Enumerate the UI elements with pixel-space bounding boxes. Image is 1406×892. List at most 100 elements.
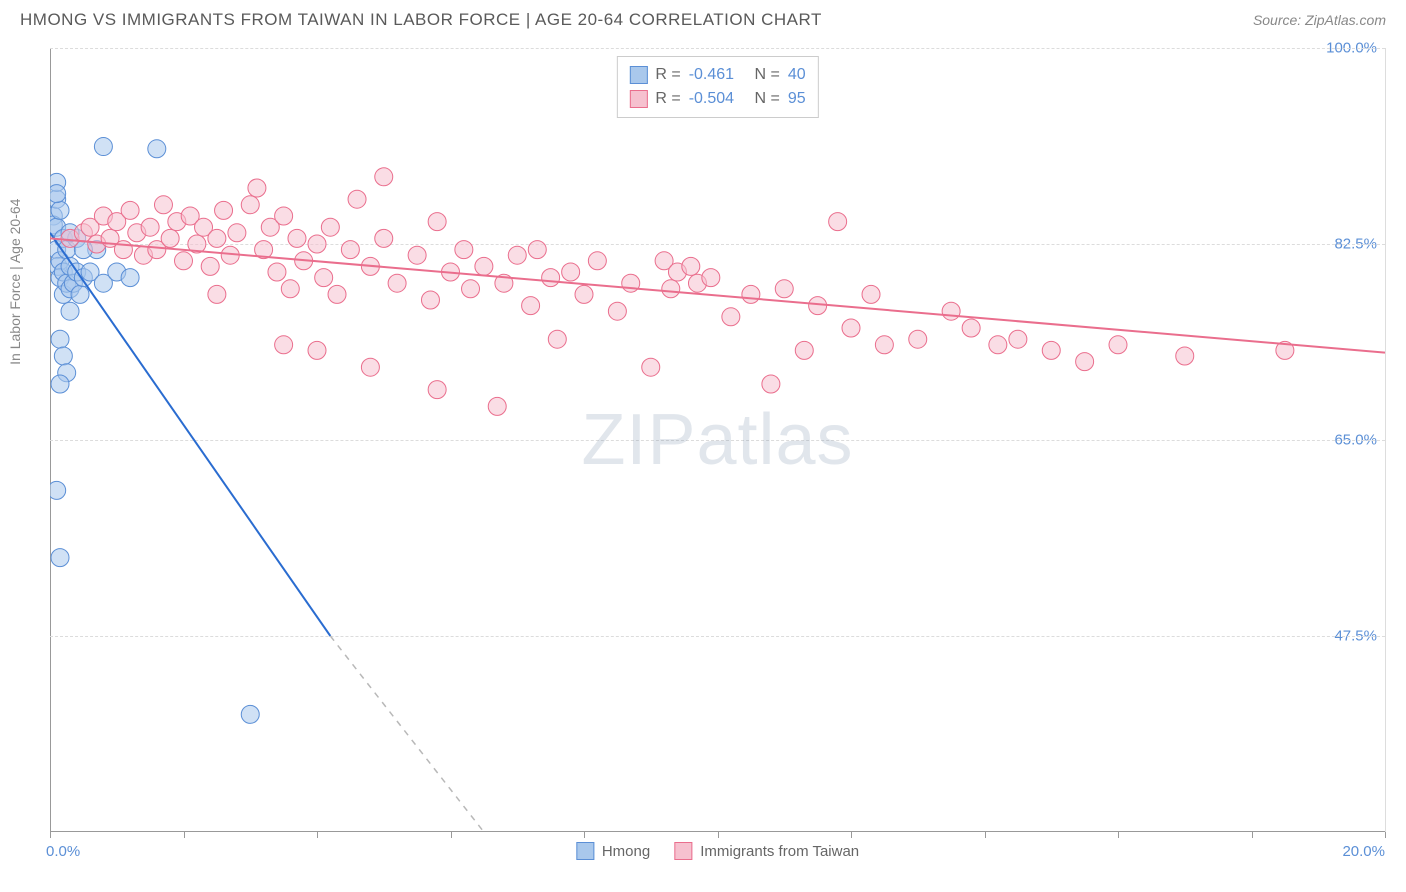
data-point-immigrants-from-taiwan xyxy=(428,213,446,231)
data-point-immigrants-from-taiwan xyxy=(215,201,233,219)
x-tick xyxy=(1385,832,1386,838)
data-point-immigrants-from-taiwan xyxy=(875,336,893,354)
data-point-immigrants-from-taiwan xyxy=(909,330,927,348)
chart-header: HMONG VS IMMIGRANTS FROM TAIWAN IN LABOR… xyxy=(0,0,1406,30)
data-point-immigrants-from-taiwan xyxy=(528,241,546,259)
data-point-hmong xyxy=(94,138,112,156)
scatter-plot xyxy=(50,48,1385,832)
data-point-immigrants-from-taiwan xyxy=(1076,353,1094,371)
swatch-taiwan xyxy=(629,90,647,108)
data-point-immigrants-from-taiwan xyxy=(161,229,179,247)
data-point-hmong xyxy=(71,285,89,303)
data-point-immigrants-from-taiwan xyxy=(288,229,306,247)
data-point-immigrants-from-taiwan xyxy=(608,302,626,320)
data-point-immigrants-from-taiwan xyxy=(682,257,700,275)
data-point-immigrants-from-taiwan xyxy=(662,280,680,298)
data-point-immigrants-from-taiwan xyxy=(475,257,493,275)
data-point-hmong xyxy=(51,375,69,393)
trend-line-immigrants-from-taiwan xyxy=(50,238,1385,352)
n-value-hmong: 40 xyxy=(788,63,806,87)
x-tick xyxy=(718,832,719,838)
data-point-immigrants-from-taiwan xyxy=(361,358,379,376)
source-attribution: Source: ZipAtlas.com xyxy=(1253,12,1386,28)
data-point-immigrants-from-taiwan xyxy=(462,280,480,298)
n-label: N = xyxy=(755,63,780,87)
data-point-immigrants-from-taiwan xyxy=(321,218,339,236)
swatch-hmong xyxy=(629,66,647,84)
x-tick xyxy=(451,832,452,838)
data-point-immigrants-from-taiwan xyxy=(121,201,139,219)
data-point-immigrants-from-taiwan xyxy=(308,341,326,359)
x-tick xyxy=(184,832,185,838)
data-point-immigrants-from-taiwan xyxy=(328,285,346,303)
data-point-immigrants-from-taiwan xyxy=(742,285,760,303)
r-value-hmong: -0.461 xyxy=(689,63,734,87)
data-point-immigrants-from-taiwan xyxy=(275,207,293,225)
data-point-immigrants-from-taiwan xyxy=(208,229,226,247)
y-axis-label: In Labor Force | Age 20-64 xyxy=(7,199,23,365)
data-point-immigrants-from-taiwan xyxy=(522,297,540,315)
x-tick-label-min: 0.0% xyxy=(46,843,80,860)
data-point-immigrants-from-taiwan xyxy=(989,336,1007,354)
data-point-hmong xyxy=(241,705,259,723)
n-label: N = xyxy=(755,87,780,111)
data-point-hmong xyxy=(51,330,69,348)
data-point-hmong xyxy=(50,185,66,203)
data-point-immigrants-from-taiwan xyxy=(201,257,219,275)
data-point-hmong xyxy=(51,201,69,219)
data-point-immigrants-from-taiwan xyxy=(702,269,720,287)
data-point-immigrants-from-taiwan xyxy=(241,196,259,214)
data-point-immigrants-from-taiwan xyxy=(315,269,333,287)
data-point-immigrants-from-taiwan xyxy=(388,274,406,292)
data-point-immigrants-from-taiwan xyxy=(348,190,366,208)
data-point-hmong xyxy=(54,347,72,365)
x-tick xyxy=(1118,832,1119,838)
x-tick xyxy=(985,832,986,838)
data-point-immigrants-from-taiwan xyxy=(642,358,660,376)
data-point-immigrants-from-taiwan xyxy=(508,246,526,264)
data-point-hmong xyxy=(50,481,66,499)
data-point-hmong xyxy=(51,549,69,567)
data-point-immigrants-from-taiwan xyxy=(548,330,566,348)
n-value-taiwan: 95 xyxy=(788,87,806,111)
data-point-immigrants-from-taiwan xyxy=(375,229,393,247)
x-tick xyxy=(584,832,585,838)
data-point-immigrants-from-taiwan xyxy=(795,341,813,359)
trend-extension xyxy=(330,636,484,832)
r-label: R = xyxy=(655,87,680,111)
data-point-immigrants-from-taiwan xyxy=(281,280,299,298)
x-tick xyxy=(851,832,852,838)
legend-item-hmong: Hmong xyxy=(576,842,650,860)
data-point-immigrants-from-taiwan xyxy=(341,241,359,259)
correlation-legend: R = -0.461 N = 40 R = -0.504 N = 95 xyxy=(616,56,818,118)
data-point-immigrants-from-taiwan xyxy=(575,285,593,303)
correlation-row-taiwan: R = -0.504 N = 95 xyxy=(629,87,805,111)
legend-item-taiwan: Immigrants from Taiwan xyxy=(674,842,859,860)
data-point-immigrants-from-taiwan xyxy=(228,224,246,242)
data-point-immigrants-from-taiwan xyxy=(1042,341,1060,359)
data-point-hmong xyxy=(121,269,139,287)
data-point-immigrants-from-taiwan xyxy=(842,319,860,337)
x-tick xyxy=(1252,832,1253,838)
data-point-immigrants-from-taiwan xyxy=(1109,336,1127,354)
data-point-immigrants-from-taiwan xyxy=(942,302,960,320)
data-point-immigrants-from-taiwan xyxy=(275,336,293,354)
data-point-immigrants-from-taiwan xyxy=(141,218,159,236)
data-point-immigrants-from-taiwan xyxy=(428,381,446,399)
data-point-immigrants-from-taiwan xyxy=(268,263,286,281)
legend-label-hmong: Hmong xyxy=(602,843,650,860)
data-point-immigrants-from-taiwan xyxy=(488,397,506,415)
data-point-immigrants-from-taiwan xyxy=(962,319,980,337)
correlation-row-hmong: R = -0.461 N = 40 xyxy=(629,63,805,87)
data-point-hmong xyxy=(148,140,166,158)
x-tick-label-max: 20.0% xyxy=(1342,843,1385,860)
data-point-immigrants-from-taiwan xyxy=(588,252,606,270)
chart-container: In Labor Force | Age 20-64 47.5%65.0%82.… xyxy=(50,48,1386,832)
data-point-immigrants-from-taiwan xyxy=(175,252,193,270)
data-point-immigrants-from-taiwan xyxy=(408,246,426,264)
data-point-immigrants-from-taiwan xyxy=(375,168,393,186)
legend-label-taiwan: Immigrants from Taiwan xyxy=(700,843,859,860)
data-point-immigrants-from-taiwan xyxy=(762,375,780,393)
data-point-immigrants-from-taiwan xyxy=(455,241,473,259)
data-point-immigrants-from-taiwan xyxy=(542,269,560,287)
